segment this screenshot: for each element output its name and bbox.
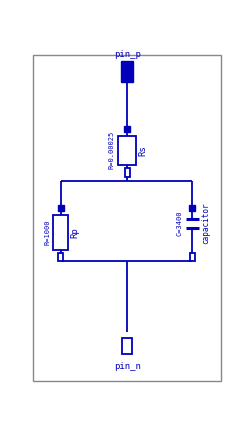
Text: R=0.00025: R=0.00025 xyxy=(109,131,115,169)
Text: pin_p: pin_p xyxy=(114,50,141,59)
Polygon shape xyxy=(190,253,195,261)
Text: capacitor: capacitor xyxy=(201,203,210,245)
Text: Rp: Rp xyxy=(71,227,80,238)
Text: C=3400: C=3400 xyxy=(177,211,183,236)
Polygon shape xyxy=(58,253,63,261)
Bar xyxy=(119,136,136,165)
Bar xyxy=(53,215,68,250)
Text: R=1000: R=1000 xyxy=(44,219,50,245)
Polygon shape xyxy=(121,61,133,82)
Text: Rs: Rs xyxy=(138,145,147,156)
Polygon shape xyxy=(123,338,132,354)
Polygon shape xyxy=(124,168,130,177)
Text: pin_n: pin_n xyxy=(114,362,141,371)
